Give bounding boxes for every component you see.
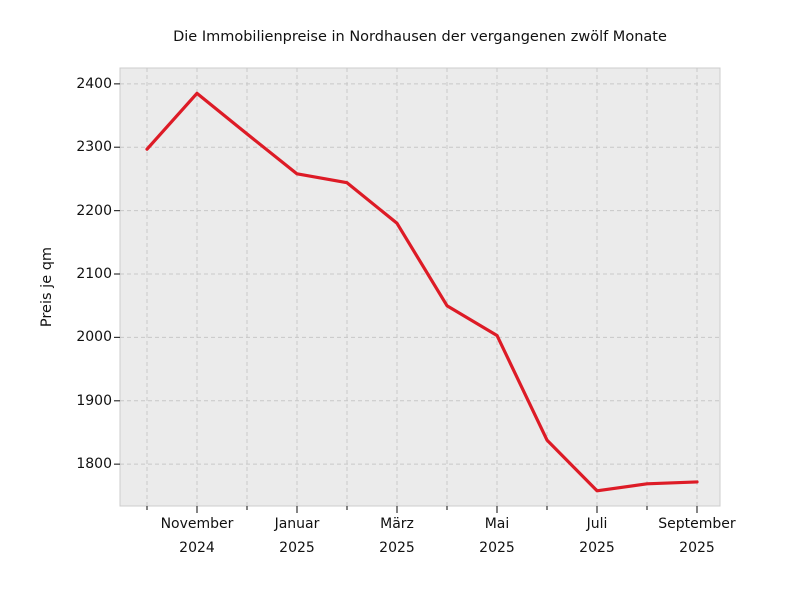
x-tick-month: Januar <box>274 516 320 532</box>
price-line <box>145 91 699 493</box>
x-tick-label: September 2025 <box>622 512 772 560</box>
y-tick-label: 2300 <box>76 139 112 156</box>
y-tick-label: 2400 <box>76 75 112 92</box>
y-tick-label: 1900 <box>76 392 112 409</box>
x-tick-year: 2025 <box>479 540 515 556</box>
x-tick-label: Mai 2025 <box>422 512 572 560</box>
y-tick-label: 1800 <box>76 456 112 473</box>
x-tick-month: Juli <box>586 516 608 532</box>
y-tick-label: 2200 <box>76 202 112 219</box>
x-tick-label: November 2024 <box>122 512 272 560</box>
x-tick-month: Mai <box>484 516 510 532</box>
x-tick-month: März <box>380 516 414 532</box>
x-tick-month: September <box>658 516 736 532</box>
x-tick-year: 2025 <box>379 540 415 556</box>
y-tick-label: 2100 <box>76 266 112 282</box>
x-tick-year: 2025 <box>579 540 615 556</box>
x-tick-year: 2025 <box>279 540 315 556</box>
x-tick-year: 2025 <box>679 540 715 556</box>
x-tick-label: Juli 2025 <box>522 512 672 560</box>
plot-background <box>119 67 721 507</box>
chart-title: Die Immobilienpreise in Nordhausen der v… <box>173 29 667 45</box>
x-tick-year: 2024 <box>179 540 215 556</box>
x-tick-month: November <box>160 516 234 532</box>
y-tick-label: 2000 <box>76 329 112 346</box>
x-tick-label: März 2025 <box>322 512 472 560</box>
x-tick-label: Januar 2025 <box>222 512 372 560</box>
